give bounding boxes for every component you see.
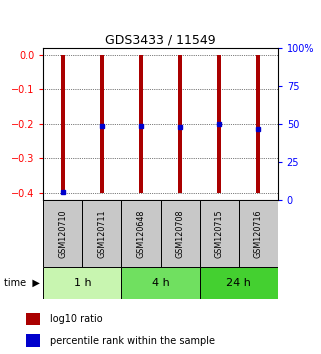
Text: GSM120716: GSM120716 — [254, 209, 263, 258]
Bar — [43, 267, 121, 299]
Bar — [61, 55, 65, 193]
Bar — [239, 200, 278, 267]
Bar — [26, 313, 40, 325]
Text: GSM120710: GSM120710 — [58, 209, 67, 258]
Text: GSM120715: GSM120715 — [214, 209, 224, 258]
Bar — [82, 200, 121, 267]
Text: time  ▶: time ▶ — [4, 278, 40, 288]
Text: log10 ratio: log10 ratio — [50, 314, 102, 324]
Bar — [121, 267, 200, 299]
Bar — [256, 55, 260, 193]
Title: GDS3433 / 11549: GDS3433 / 11549 — [105, 34, 216, 47]
Bar — [121, 200, 160, 267]
Bar — [26, 334, 40, 347]
Bar — [200, 267, 278, 299]
Bar — [43, 200, 82, 267]
Text: GSM120711: GSM120711 — [97, 209, 107, 258]
Bar — [178, 55, 182, 193]
Text: GSM120708: GSM120708 — [176, 209, 185, 258]
Bar — [200, 200, 239, 267]
Text: GSM120648: GSM120648 — [136, 210, 145, 258]
Bar — [100, 55, 104, 193]
Text: 24 h: 24 h — [226, 278, 251, 288]
Text: 4 h: 4 h — [152, 278, 169, 288]
Bar — [160, 200, 200, 267]
Bar — [217, 55, 221, 193]
Bar — [139, 55, 143, 193]
Text: 1 h: 1 h — [74, 278, 91, 288]
Text: percentile rank within the sample: percentile rank within the sample — [50, 336, 215, 346]
